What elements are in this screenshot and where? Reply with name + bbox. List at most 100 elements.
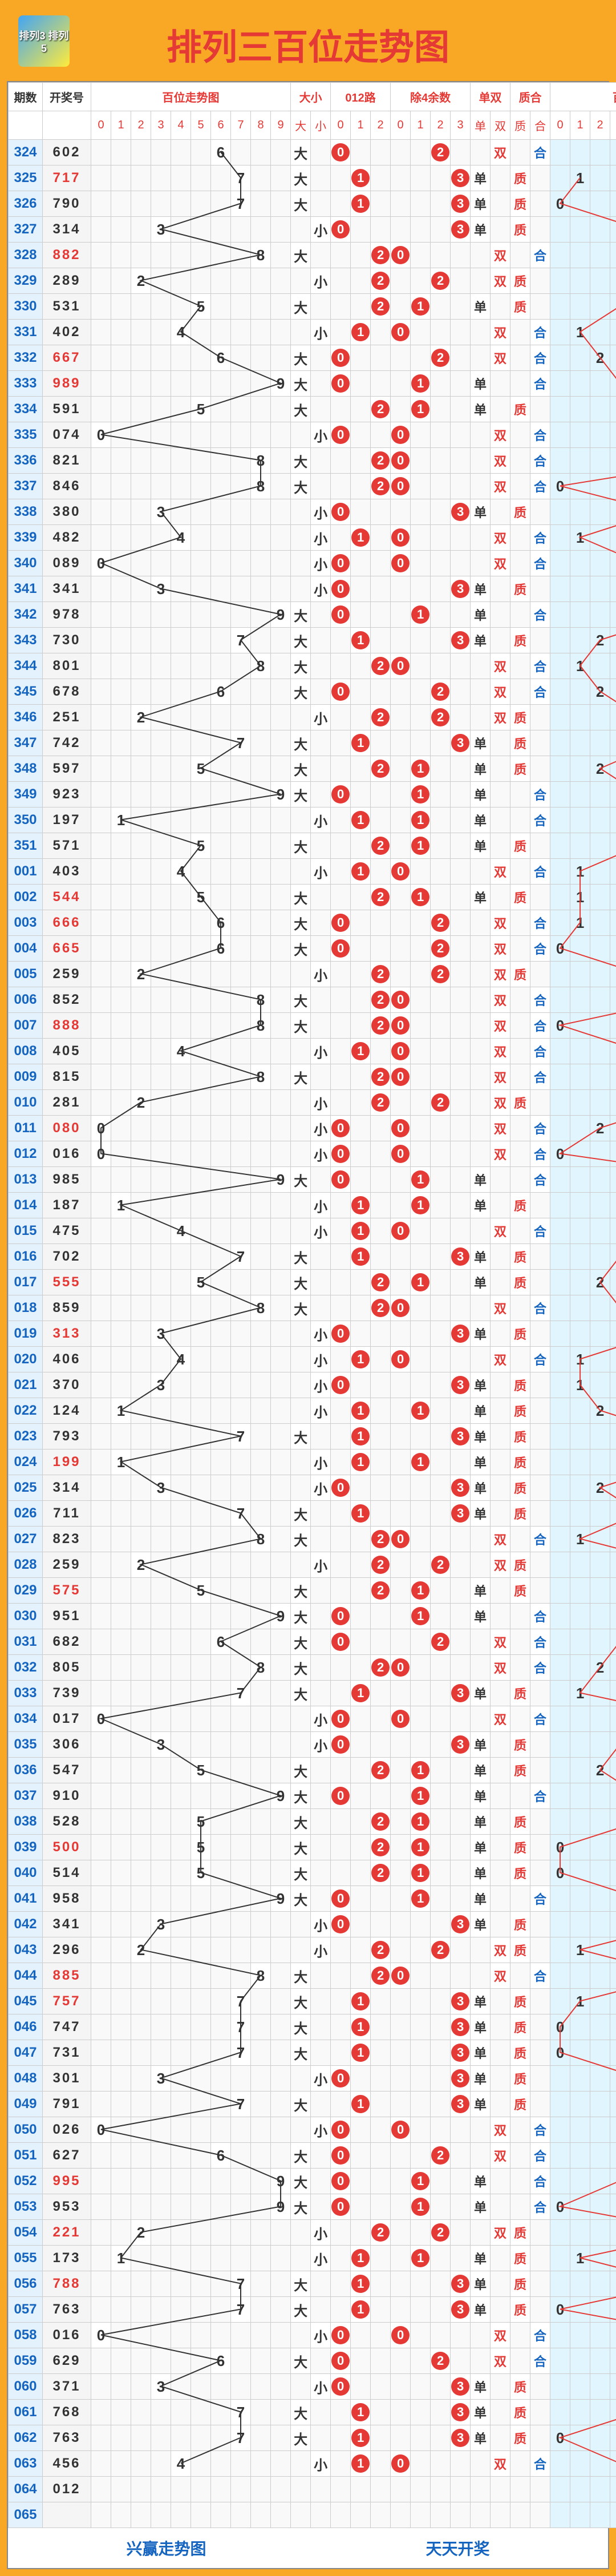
cell-trend: . bbox=[251, 1039, 271, 1064]
cell-diff bbox=[590, 962, 610, 987]
cell-trend: . bbox=[131, 217, 151, 243]
cell-trend: . bbox=[91, 679, 111, 705]
cell-yu bbox=[411, 2477, 431, 2502]
cell-period: 333 bbox=[9, 371, 43, 397]
cell-dx: 小 bbox=[311, 268, 331, 294]
cell-yu bbox=[391, 1886, 411, 1912]
cell-trend: . bbox=[111, 1295, 131, 1321]
cell-yu bbox=[411, 1681, 431, 1706]
cell-trend: . bbox=[211, 859, 231, 885]
cell-ds bbox=[491, 576, 510, 602]
cell-trend: . bbox=[271, 1629, 291, 1655]
cell-dx bbox=[291, 1449, 311, 1475]
cell-period: 330 bbox=[9, 294, 43, 320]
cell-draw: 456 bbox=[43, 2451, 91, 2477]
cell-zh bbox=[510, 448, 530, 474]
cell-trend: . bbox=[111, 525, 131, 551]
cell-period: 343 bbox=[9, 628, 43, 653]
cell-ds: 双 bbox=[491, 1295, 510, 1321]
cell-yu bbox=[411, 345, 431, 371]
cell-trend: . bbox=[151, 1527, 171, 1552]
cell-dx bbox=[311, 474, 331, 499]
cell-trend: . bbox=[211, 1835, 231, 1860]
cell-dx: 大 bbox=[291, 1783, 311, 1809]
cell-lu bbox=[371, 2374, 391, 2400]
cell-zh: 质 bbox=[510, 962, 530, 987]
cell-trend: . bbox=[271, 2117, 291, 2143]
cell-yu: 3 bbox=[451, 2400, 471, 2425]
cell-yu: 2 bbox=[431, 679, 451, 705]
cell-ds bbox=[491, 499, 510, 525]
cell-period: 002 bbox=[9, 885, 43, 910]
cell-ds: 双 bbox=[491, 936, 510, 962]
cell-lu bbox=[331, 191, 351, 217]
cell-diff bbox=[550, 1295, 570, 1321]
cell-trend: 0 bbox=[91, 422, 111, 448]
cell-diff: 1 bbox=[570, 1989, 590, 2014]
cell-zh bbox=[530, 2400, 550, 2425]
cell-yu bbox=[451, 397, 471, 422]
cell-trend: . bbox=[191, 730, 211, 756]
cell-trend: 9 bbox=[271, 2169, 291, 2194]
cell-trend: 7 bbox=[231, 2271, 251, 2297]
cell-trend: . bbox=[211, 602, 231, 628]
cell-trend: . bbox=[191, 140, 211, 165]
cell-draw: 314 bbox=[43, 217, 91, 243]
cell-yu bbox=[411, 1475, 431, 1501]
cell-ds bbox=[471, 1039, 491, 1064]
cell-lu: 0 bbox=[331, 499, 351, 525]
cell-trend: . bbox=[211, 1860, 231, 1886]
cell-zh bbox=[510, 1141, 530, 1167]
cell-draw: 259 bbox=[43, 962, 91, 987]
cell-ds: 双 bbox=[491, 551, 510, 576]
cell-trend: . bbox=[111, 1835, 131, 1860]
cell-trend: . bbox=[251, 1937, 271, 1963]
cell-yu bbox=[431, 1501, 451, 1527]
cell-zh bbox=[510, 1116, 530, 1141]
cell-lu: 2 bbox=[371, 1758, 391, 1783]
cell-trend: . bbox=[171, 2348, 191, 2374]
cell-yu bbox=[391, 499, 411, 525]
cell-draw: 742 bbox=[43, 730, 91, 756]
cell-ds bbox=[491, 2425, 510, 2451]
cell-trend: . bbox=[191, 1424, 211, 1449]
cell-trend: . bbox=[131, 397, 151, 422]
cell-ds: 单 bbox=[471, 191, 491, 217]
cell-yu bbox=[431, 1475, 451, 1501]
cell-diff bbox=[550, 1758, 570, 1783]
cell-diff bbox=[570, 1706, 590, 1732]
cell-trend: . bbox=[131, 1167, 151, 1193]
cell-diff bbox=[610, 1013, 616, 1039]
cell-ds bbox=[471, 448, 491, 474]
cell-trend: . bbox=[131, 320, 151, 345]
cell-trend: . bbox=[171, 2040, 191, 2066]
cell-trend: . bbox=[171, 1937, 191, 1963]
cell-dx bbox=[311, 1835, 331, 1860]
cell-trend: . bbox=[191, 2194, 211, 2220]
cell-draw: 500 bbox=[43, 1835, 91, 1860]
cell-yu bbox=[391, 1860, 411, 1886]
cell-trend: . bbox=[231, 1552, 251, 1578]
cell-yu: 1 bbox=[411, 294, 431, 320]
cell-zh bbox=[510, 1629, 530, 1655]
cell-yu bbox=[431, 1578, 451, 1604]
cell-trend: . bbox=[91, 628, 111, 653]
footer-right: 天天开奖 bbox=[425, 2537, 489, 2559]
cell-diff bbox=[590, 2271, 610, 2297]
cell-yu bbox=[431, 2014, 451, 2040]
cell-draw: 306 bbox=[43, 1732, 91, 1758]
cell-ds: 双 bbox=[491, 1655, 510, 1681]
cell-yu bbox=[411, 474, 431, 499]
cell-dx bbox=[311, 1809, 331, 1835]
cell-yu: 0 bbox=[391, 2323, 411, 2348]
cell-yu bbox=[391, 1090, 411, 1116]
cell-trend: . bbox=[271, 397, 291, 422]
cell-lu bbox=[351, 1475, 371, 1501]
cell-trend: . bbox=[211, 1116, 231, 1141]
cell-trend: . bbox=[231, 2348, 251, 2374]
cell-dx: 大 bbox=[291, 243, 311, 268]
cell-diff bbox=[590, 1218, 610, 1244]
cell-diff bbox=[590, 2194, 610, 2220]
cell-period: 351 bbox=[9, 833, 43, 859]
cell-trend: . bbox=[131, 1449, 151, 1475]
